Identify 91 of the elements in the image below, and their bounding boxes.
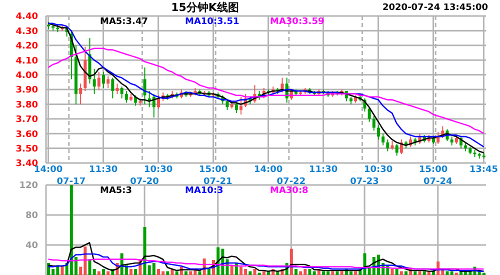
bar [166,271,170,275]
candlestick [102,71,105,89]
y-tick-label: 40 [25,241,38,252]
bar [400,271,403,275]
bar [395,269,398,275]
candlestick [79,83,82,105]
bar [354,271,358,275]
chart-title: 15分钟K线图 [170,1,240,14]
candlestick [97,71,100,90]
text: MA10:3.51 [185,17,240,28]
x-tick-label: 07-24 [423,177,452,187]
y-tick-label: 4.30 [16,26,38,37]
y-tick-label: 4.00 [16,70,38,81]
bar [60,266,64,275]
bar [130,269,132,275]
candlestick [372,115,376,132]
bar [253,269,256,275]
bar [102,269,105,275]
bar [198,271,202,275]
line-series [48,242,484,272]
candlestick [106,76,110,89]
bar [336,271,339,275]
y-tick-label: 4.40 [16,12,38,22]
bar [331,271,334,275]
x-tick-label: 14:00 [34,165,63,175]
bar [106,271,110,275]
bar [97,271,100,275]
y-tick-label: 3.50 [16,144,38,154]
bar [134,269,138,275]
y-tick-label: 3.90 [16,86,38,96]
bar [404,271,408,275]
bar [207,269,210,275]
candlestick [234,102,238,114]
bar [152,263,156,275]
x-tick-label: 15:00 [198,165,228,175]
y-tick-label: 80 [25,211,38,222]
candlestick [395,143,398,156]
candlestick [116,83,119,94]
candlestick [124,90,128,104]
bar [294,269,298,275]
candlestick [368,106,371,122]
bar [175,271,178,275]
candlestick [386,138,390,152]
bar [230,265,234,275]
candlestick [226,99,229,111]
y-tick-label: 4.10 [16,56,38,66]
candlestick [111,77,114,99]
bar [299,271,302,275]
bar [189,271,192,275]
chart-subtitle: 2020-07-24 13:45:00 [382,2,488,14]
y-tick-label: 3.80 [16,100,38,110]
y-tick-label: 120 [19,181,38,192]
x-tick-label: 13:45 [469,165,498,175]
candlestick [240,96,242,115]
x-tick-label: 11:30 [308,165,338,175]
x-tick-label: 07-21 [203,177,232,187]
text: MA5:3.47 [100,17,148,28]
x-tick-label: 07-17 [56,177,86,187]
bar [450,271,454,275]
x-tick-label: 07-22 [276,177,306,187]
candlestick [377,124,380,140]
candlestick [92,68,96,94]
x-tick-label: 15:00 [418,165,448,175]
bar [312,271,316,275]
line-series [48,253,484,272]
bar [262,271,266,275]
y-tick-label: 4.20 [16,42,38,52]
bar [390,269,394,275]
bar [184,271,188,275]
bar [422,271,426,275]
text: MA10:3 [185,186,224,197]
x-tick-label: 07-20 [130,177,159,187]
text: MA30:8 [270,186,308,197]
bar [414,271,417,275]
bar [418,271,422,275]
text: MA5:3 [100,186,132,197]
bar [248,271,252,275]
y-tick-label: 3.70 [16,115,38,126]
candlestick [120,86,124,99]
text: MA30:3.59 [270,17,324,28]
x-tick-label: 07-23 [350,177,379,187]
bar [340,271,344,275]
candlestick [143,66,146,105]
x-tick-label: 10:30 [144,165,173,175]
x-tick-label: 14:00 [254,165,283,175]
y-tick-label: 3.60 [16,130,38,140]
candlestick [382,133,385,146]
x-tick-label: 10:30 [364,165,393,175]
candlestick [157,94,160,110]
line-series [48,258,484,270]
x-tick-label: 11:30 [88,165,118,175]
